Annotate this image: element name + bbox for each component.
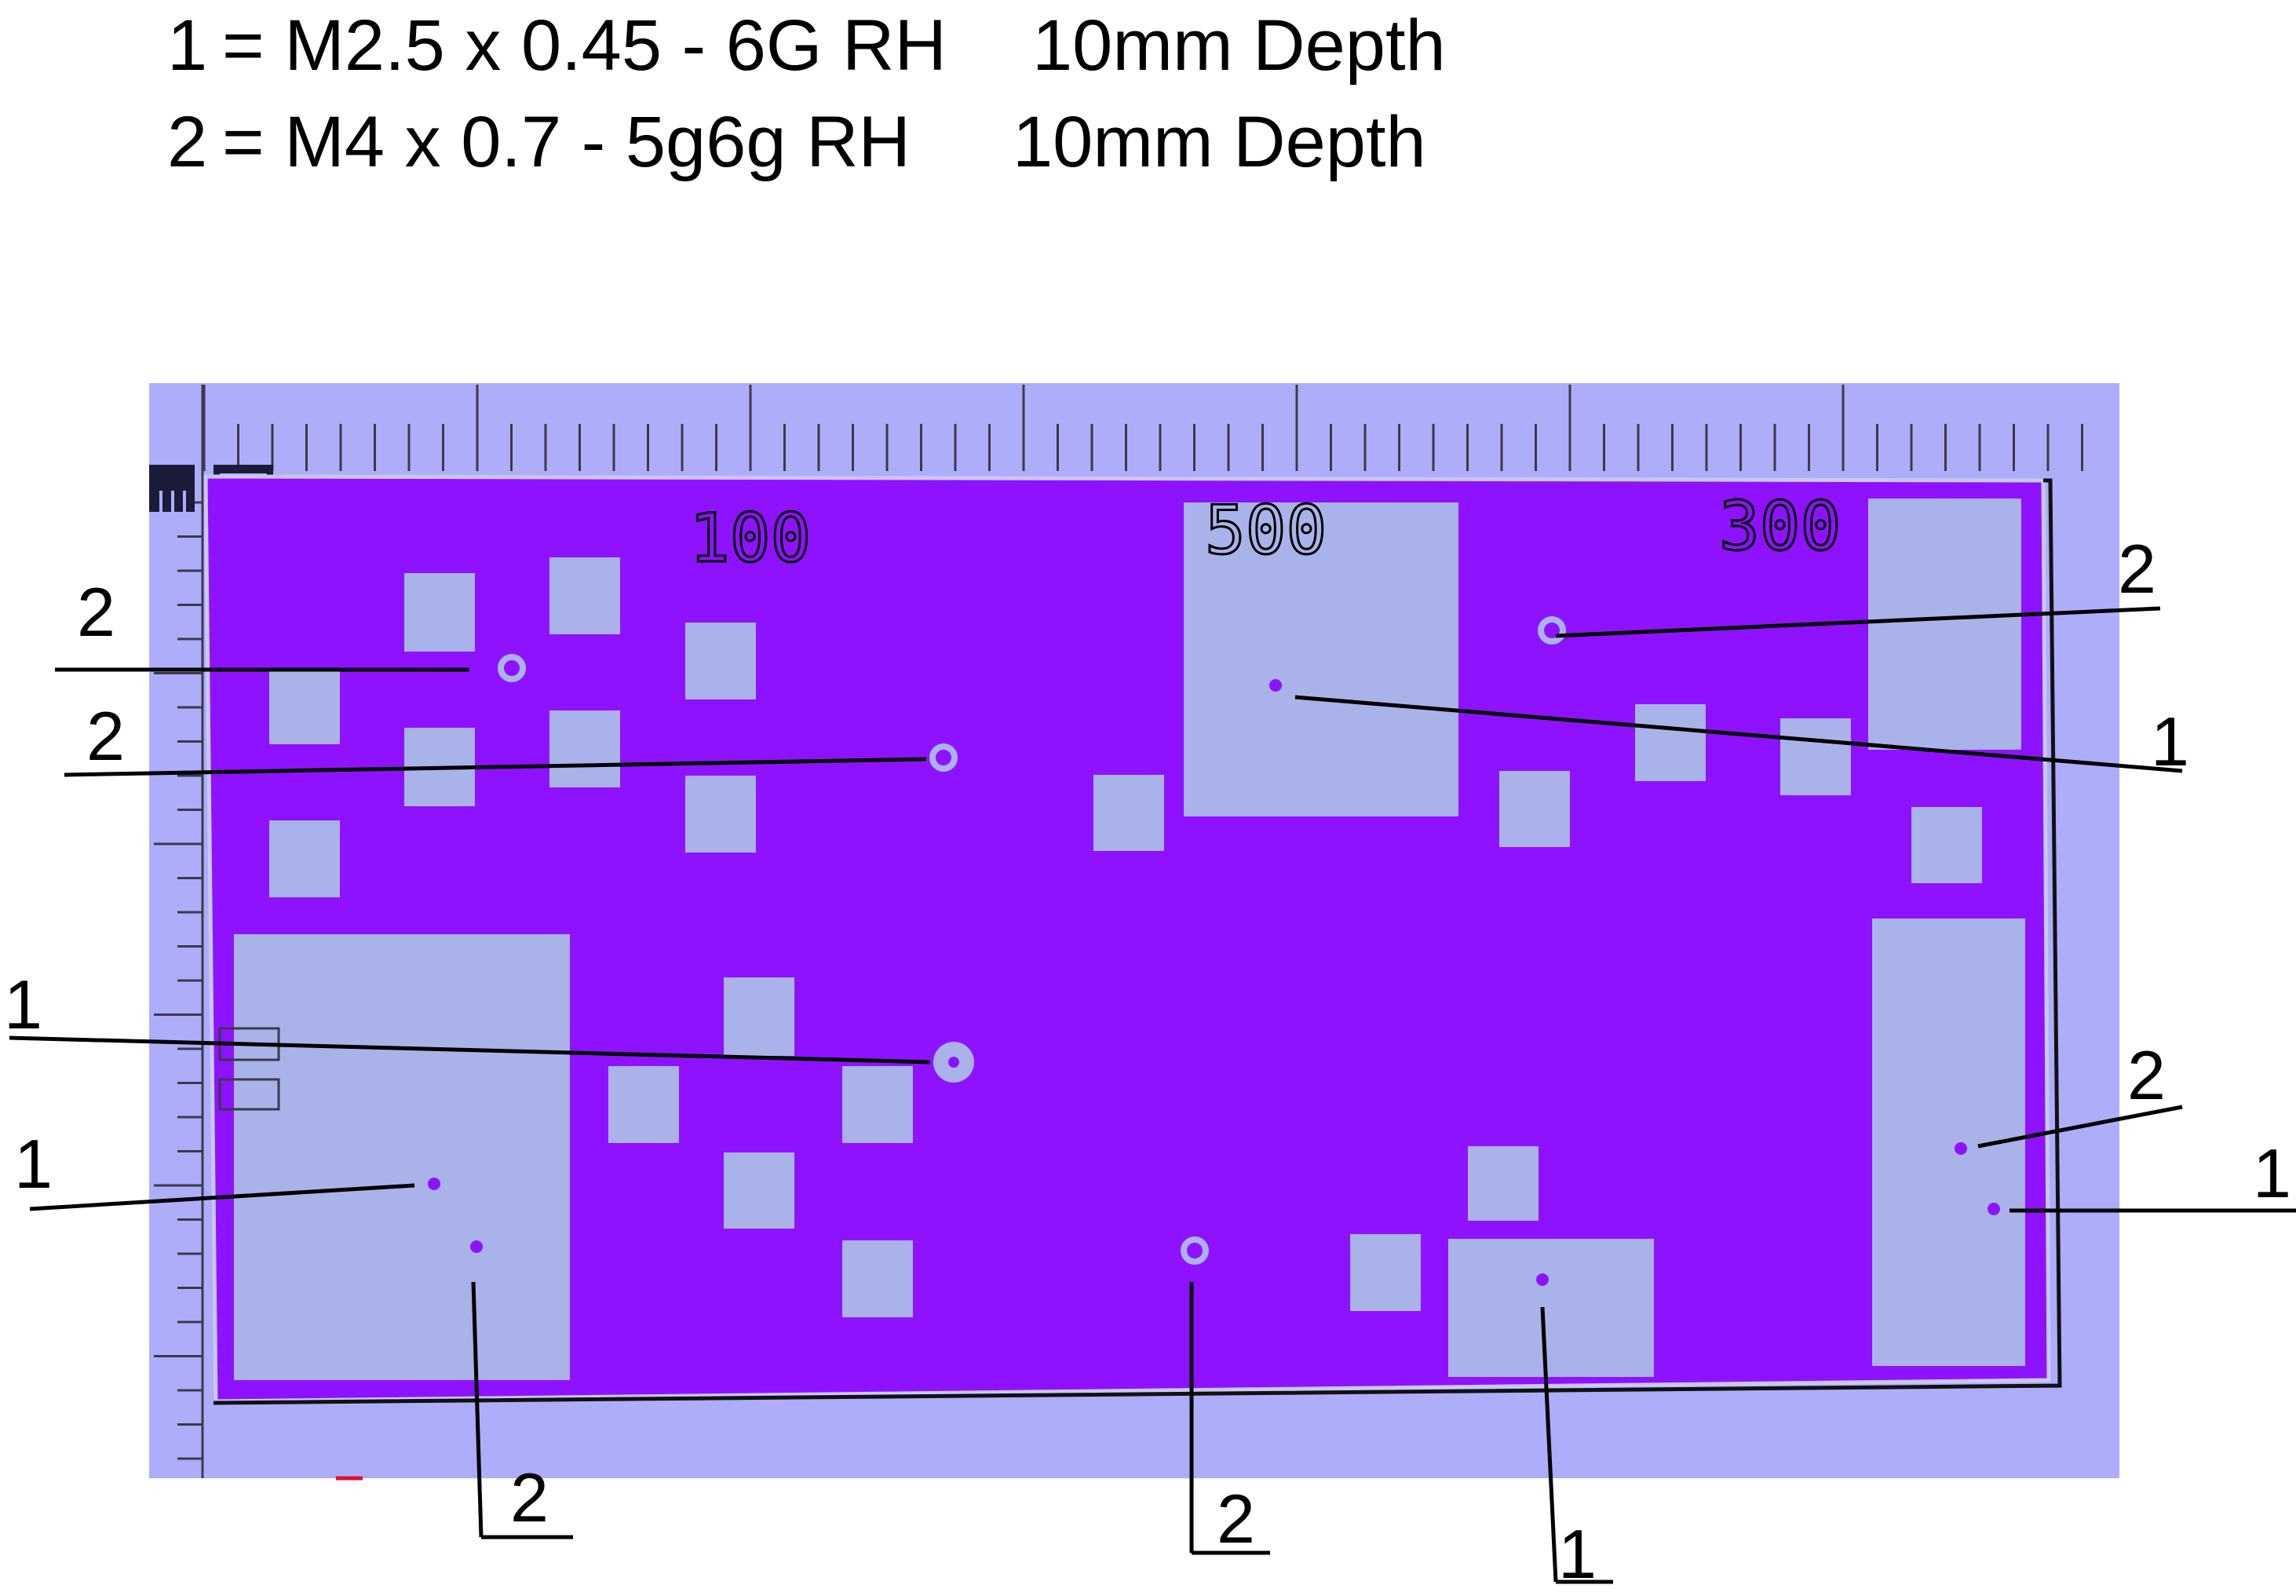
legend-spec: = M2.5 x 0.45 - 6G RH: [222, 5, 947, 86]
legend-number: 1: [167, 5, 208, 86]
tapped-hole: [470, 1240, 483, 1253]
callout-type-2: 2: [1181, 1236, 1270, 1558]
leader-line: [64, 757, 927, 777]
tapped-hole: [1988, 1203, 2000, 1215]
pad-small: [1093, 775, 1164, 851]
plate: [203, 474, 2051, 1404]
tapped-hole: [428, 1178, 440, 1190]
callout-label: 1: [4, 966, 42, 1043]
leader-line: [29, 1183, 415, 1211]
leader-line: [1977, 1105, 2183, 1149]
callout-type-2: 2: [64, 697, 958, 777]
callout-label: 2: [86, 697, 125, 775]
pad-large: [1184, 502, 1458, 816]
callout-label: 2: [1217, 1480, 1255, 1558]
callout-label: 1: [14, 1125, 53, 1203]
leader-line: [1540, 1306, 1558, 1583]
plate-label: 100: [689, 499, 811, 578]
pad-small: [404, 573, 475, 652]
pad-large: [1448, 1239, 1654, 1377]
callout-type-1: 1: [4, 966, 974, 1083]
small-pads: [269, 557, 1982, 1317]
pad-small: [1635, 704, 1706, 781]
pad-small: [685, 776, 756, 853]
tapped-hole: [498, 654, 526, 682]
tapped-hole: [1269, 679, 1282, 692]
callout-type-1: 1: [1269, 679, 2189, 780]
callout-label: 1: [1558, 1515, 1597, 1593]
plate-outline: [213, 478, 2062, 1405]
callout-label: 2: [2118, 530, 2156, 608]
callout-label: 2: [510, 1459, 549, 1536]
pad-small: [842, 1240, 913, 1317]
leader-line: [9, 1035, 931, 1065]
callout-label: 2: [77, 573, 115, 651]
pad-small: [685, 623, 756, 699]
legend-spec: = M4 x 0.7 - 5g6g RH: [222, 102, 911, 182]
legend-number: 2: [167, 102, 208, 182]
callout-type-2: 2: [1538, 530, 2161, 645]
legend-depth: 10mm Depth: [1013, 102, 1426, 182]
callout-type-1: 1: [1988, 1134, 2296, 1215]
large-pads: [234, 499, 2025, 1380]
callout-type-2: 2: [470, 1240, 573, 1539]
tapped-hole: [1536, 1273, 1549, 1286]
legend-line-2: 2 = M4 x 0.7 - 5g6g RH 10mm Depth: [0, 106, 2296, 184]
pad-small: [1350, 1234, 1421, 1311]
tapped-hole-center: [948, 1057, 959, 1068]
leader-line: [1555, 606, 2161, 638]
callout-type-1: 1: [1536, 1273, 1613, 1593]
pad-small: [549, 710, 620, 787]
pad-small: [724, 1152, 794, 1229]
leader-line: [471, 1281, 484, 1538]
plate-label: 300: [1719, 488, 1841, 566]
callout-type-2: 2: [1955, 1036, 2183, 1155]
pad-small: [1499, 771, 1570, 847]
callouts: 2 2 2 1 1 1 2 2 1 2 1: [4, 530, 2296, 1593]
pad-large: [1868, 499, 2021, 750]
tapped-hole: [1955, 1142, 1967, 1155]
pad-small: [269, 820, 340, 897]
pad-small: [1911, 807, 1982, 883]
pad-small: [842, 1066, 913, 1143]
legend-line-1: 1 = M2.5 x 0.45 - 6G RH 10mm Depth: [0, 9, 2296, 88]
leader-line: [1294, 695, 2183, 773]
tapped-hole: [929, 743, 958, 772]
callout-type-2: 2: [55, 573, 526, 682]
pad-small: [269, 670, 340, 744]
pad-small: [1468, 1146, 1539, 1221]
pad-small: [549, 557, 620, 634]
ruler-ticks-top: [203, 385, 2083, 471]
thread-legend: 1 = M2.5 x 0.45 - 6G RH 10mm Depth 2 = M…: [0, 0, 2296, 181]
callout-label: 1: [2151, 703, 2189, 780]
callout-type-1: 1: [14, 1125, 440, 1211]
tapped-hole: [1181, 1236, 1209, 1265]
callout-label: 1: [2253, 1134, 2291, 1212]
pad-small: [724, 977, 794, 1056]
tapped-hole: [1538, 616, 1566, 645]
pad-large: [234, 934, 570, 1380]
legend-depth: 10mm Depth: [1032, 5, 1446, 86]
pad-small: [608, 1066, 679, 1143]
callout-label: 2: [2127, 1036, 2166, 1114]
pad-small: [1780, 718, 1851, 795]
plate-label: 500: [1205, 491, 1327, 570]
